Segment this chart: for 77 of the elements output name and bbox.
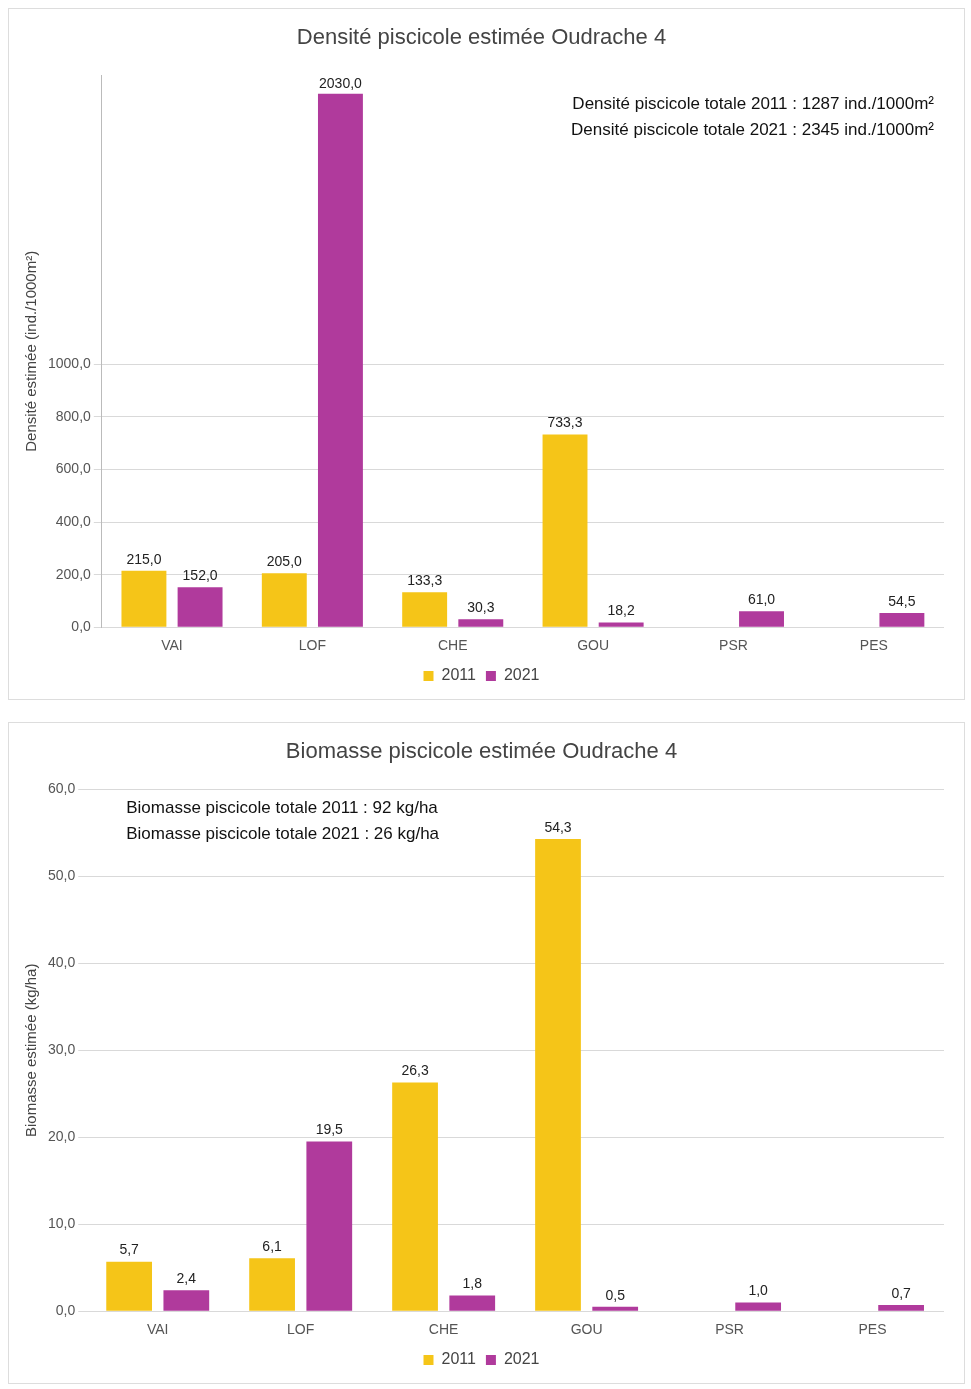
legend-label: 2021 (503, 1350, 540, 1368)
data-label: 0,7 (891, 1284, 912, 1301)
y-tick-label: 60,0 (48, 780, 76, 797)
bar (449, 1295, 496, 1311)
x-tick-label: PES (859, 637, 888, 654)
bar (261, 573, 307, 627)
y-axis-title: Densité estimée (ind./1000m²) (22, 250, 40, 452)
y-tick-label: 0,0 (55, 1302, 76, 1319)
bar (739, 611, 784, 627)
y-tick-label: 1000,0 (47, 355, 92, 372)
bar (542, 434, 588, 627)
x-tick-label: LOF (298, 637, 326, 654)
bar (163, 1290, 210, 1311)
bar (306, 1141, 353, 1311)
bar (458, 619, 504, 627)
bar (249, 1258, 295, 1311)
y-tick-label: 200,0 (55, 565, 92, 582)
y-tick-label: 400,0 (55, 512, 92, 529)
bar (121, 570, 167, 627)
bar (402, 592, 448, 627)
y-tick-label: 10,0 (48, 1215, 76, 1232)
bar (878, 1305, 924, 1311)
bar (177, 587, 223, 627)
data-label: 1,8 (462, 1275, 483, 1292)
chart-title: Densité piscicole estimée Oudrache 4 (296, 24, 667, 50)
data-label: 18,2 (607, 602, 635, 619)
y-tick-label: 40,0 (48, 954, 76, 971)
bar (317, 93, 363, 627)
data-label: 2,4 (176, 1270, 197, 1287)
data-label: 205,0 (266, 553, 303, 570)
bar (535, 838, 581, 1311)
legend-label: 2011 (441, 666, 477, 684)
x-tick-label: CHE (437, 637, 468, 654)
bar (106, 1261, 153, 1311)
legend-label: 2011 (441, 1350, 477, 1368)
legend-label: 2021 (503, 666, 540, 684)
x-tick-label: LOF (287, 1321, 315, 1338)
y-tick-label: 50,0 (48, 867, 76, 884)
x-tick-label: PES (858, 1321, 887, 1338)
x-tick-label: GOU (577, 637, 610, 654)
y-tick-label: 20,0 (48, 1128, 76, 1145)
data-label: 0,5 (605, 1286, 626, 1303)
y-tick-label: 30,0 (48, 1041, 76, 1058)
bar (735, 1302, 782, 1311)
data-label: 19,5 (315, 1121, 344, 1138)
annotation: Densité piscicole totale 2021 : 2345 ind./1000m² (571, 119, 935, 139)
data-label: 6,1 (262, 1238, 283, 1255)
data-label: 733,3 (547, 414, 583, 431)
x-tick-label: CHE (428, 1321, 459, 1338)
data-label: 54,3 (544, 818, 572, 835)
x-tick-label: PSR (719, 637, 748, 654)
y-tick-label: 600,0 (55, 460, 92, 477)
data-label: 152,0 (182, 567, 218, 584)
x-tick-label: GOU (570, 1321, 603, 1338)
y-tick-label: 800,0 (55, 407, 92, 424)
x-tick-label: VAI (146, 1321, 169, 1338)
bar (879, 612, 925, 627)
x-tick-label: PSR (715, 1321, 744, 1338)
x-tick-label: VAI (161, 637, 183, 654)
annotation: Biomasse piscicole totale 2011 : 92 kg/ha (126, 797, 439, 817)
data-label: 133,3 (407, 572, 443, 589)
bar (598, 622, 644, 627)
bar (592, 1306, 639, 1311)
data-label: 1,0 (748, 1282, 769, 1299)
bar (392, 1082, 438, 1311)
annotation: Densité piscicole totale 2011 : 1287 ind./1000m² (572, 93, 935, 113)
data-label: 26,3 (401, 1062, 429, 1079)
data-label: 61,0 (747, 591, 776, 608)
data-label: 215,0 (126, 550, 162, 567)
chart-title: Biomasse piscicole estimée Oudrache 4 (285, 738, 678, 764)
y-tick-label: 0,0 (71, 618, 92, 635)
data-label: 54,5 (888, 592, 916, 609)
data-label: 2030,0 (319, 75, 363, 92)
data-label: 30,3 (467, 599, 495, 616)
annotation: Biomasse piscicole totale 2021 : 26 kg/ha (126, 823, 440, 843)
data-label: 5,7 (119, 1241, 140, 1258)
y-axis-title: Biomasse estimée (kg/ha) (22, 963, 40, 1137)
